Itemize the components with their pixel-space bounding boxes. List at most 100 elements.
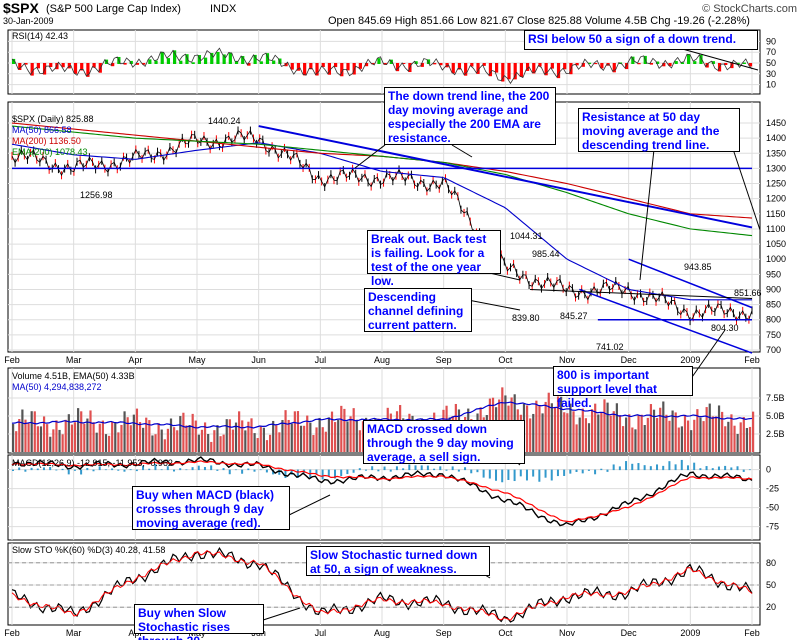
rsi-block-down — [55, 63, 59, 70]
rsi-block-down — [135, 63, 140, 65]
volume-bar — [708, 403, 711, 452]
volume-bar — [142, 427, 145, 452]
price-label-741: 741.02 — [596, 342, 624, 352]
macd-hist-bar — [625, 461, 628, 471]
rsi-block-down — [420, 63, 424, 67]
rsi-block-down — [284, 63, 288, 67]
note-breakout: Break out. Back test is failing. Look fo… — [367, 230, 501, 288]
macd-hist-bar — [228, 469, 231, 475]
volume-ema-line — [11, 401, 753, 429]
rsi-line — [11, 47, 753, 85]
volume-bar — [77, 408, 80, 452]
macd-hist-bar — [420, 465, 423, 471]
rsi-block-down — [18, 63, 22, 71]
price-label-839: 839.80 — [512, 313, 540, 323]
macd-hist-bar — [191, 467, 194, 471]
macd-hist-bar — [674, 464, 677, 471]
rsi-block-down — [705, 63, 709, 68]
macd-hist-bar — [693, 462, 696, 471]
volume-bar — [15, 431, 18, 452]
macd-hist-bar — [98, 466, 101, 471]
macd-hist-bar — [730, 467, 733, 471]
rsi-block-down — [67, 63, 71, 69]
rsi-block-up — [656, 61, 660, 64]
quote-line: Open 845.69 High 851.66 Low 821.67 Close… — [328, 15, 750, 27]
volume-ma-legend: MA(50) 4,294,838,272 — [12, 382, 102, 392]
volume-bar — [265, 440, 269, 452]
volume-tick-label: 7.5B — [766, 393, 785, 403]
volume-bar — [696, 409, 699, 452]
rsi-block-up — [129, 60, 133, 64]
volume-bar — [581, 408, 584, 452]
rsi-block-up — [228, 52, 232, 64]
volume-bar — [659, 407, 662, 452]
month-label-price: Jun — [251, 355, 266, 365]
volume-bar — [73, 422, 77, 452]
macd-hist-bar — [717, 466, 720, 471]
volume-bar — [671, 410, 674, 452]
rsi-block-down — [86, 63, 90, 77]
macd-hist-bar — [618, 466, 621, 471]
volume-bar — [547, 392, 550, 452]
macd-hist-bar — [383, 466, 386, 471]
volume-bar — [216, 425, 219, 452]
rsi-block-down — [544, 63, 548, 76]
price-tick-label: 1000 — [766, 254, 786, 264]
volume-bar — [668, 420, 671, 452]
price-legend-spx: $SPX (Daily) 825.88 — [12, 114, 94, 124]
volume-bar — [690, 430, 693, 452]
volume-bar — [686, 420, 690, 452]
macd-hist-bar — [606, 469, 609, 472]
macd-hist-bar — [470, 469, 473, 474]
volume-bar — [739, 422, 742, 452]
volume-bar — [287, 419, 290, 452]
rsi-block-up — [736, 62, 740, 64]
macd-hist-bar — [340, 469, 343, 477]
macd-hist-bar — [234, 469, 237, 471]
macd-hist-bar — [445, 469, 448, 471]
volume-bar — [70, 424, 74, 452]
macd-hist-bar — [563, 469, 566, 476]
volume-bar — [157, 423, 160, 452]
volume-bar — [225, 419, 228, 452]
rsi-block-down — [625, 63, 629, 70]
volume-bar — [572, 411, 575, 452]
channel-upper — [628, 258, 753, 309]
volume-bar — [352, 408, 355, 452]
macd-hist-bar — [699, 468, 702, 471]
volume-bar — [185, 425, 188, 452]
rsi-block-down — [748, 63, 753, 67]
rsi-block-down — [488, 63, 493, 77]
macd-hist-bar — [92, 469, 95, 472]
macd-hist-bar — [296, 469, 299, 478]
macd-hist-bar — [364, 469, 367, 471]
volume-bar — [727, 421, 730, 452]
macd-hist-bar — [179, 468, 182, 471]
sto-k-line — [11, 546, 753, 623]
price-legend-ema200: EMA(200) 1078.43 — [12, 147, 88, 157]
volume-bar — [36, 426, 39, 452]
rsi-block-down — [649, 63, 654, 65]
note-channel: Descending channel defining current patt… — [364, 288, 472, 332]
volume-bar — [129, 425, 132, 452]
volume-bar — [578, 417, 581, 452]
volume-bar — [724, 426, 727, 452]
price-label-804: 804.30 — [711, 323, 739, 333]
note-macd-buy: Buy when MACD (black) crosses through 9 … — [132, 486, 290, 530]
rsi-block-down — [730, 63, 734, 69]
volume-bar — [52, 429, 55, 452]
volume-bar — [197, 434, 200, 452]
note-resistance: Resistance at 50 day moving average and … — [578, 108, 740, 152]
volume-bar — [145, 417, 148, 452]
volume-bar — [680, 426, 683, 452]
price-tick-label: 1400 — [766, 133, 786, 143]
volume-bar — [132, 414, 135, 452]
rsi-block-down — [495, 63, 499, 73]
volume-bar — [89, 410, 92, 452]
macd-hist-bar — [482, 469, 485, 478]
volume-bar — [176, 430, 179, 452]
macd-hist-bar — [662, 465, 665, 471]
rsi-block-down — [24, 63, 28, 65]
volume-bar — [222, 434, 225, 452]
macd-hist-bar — [67, 469, 70, 475]
